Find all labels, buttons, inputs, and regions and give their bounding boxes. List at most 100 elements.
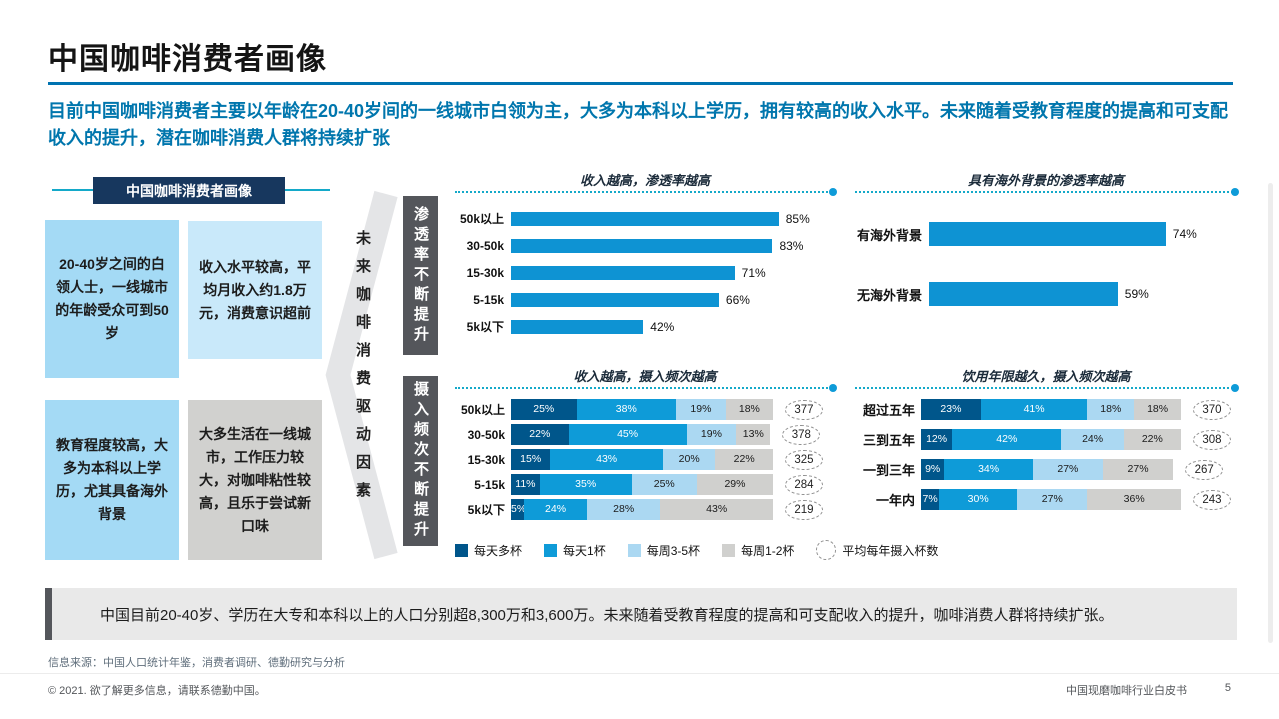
bar-category-label: 5k以下 xyxy=(467,503,505,517)
bar xyxy=(511,292,719,307)
stacked-bar-row: 5-15k 11% 35% 25% 29% 284 xyxy=(455,474,835,495)
bar-category-label: 5k以下 xyxy=(466,320,504,334)
bar-category-label: 30-50k xyxy=(467,427,505,442)
stacked-bar: 9% 34% 27% 27% xyxy=(921,459,1174,480)
bar-segment: 24% xyxy=(1061,429,1124,450)
stacked-bar: 11% 35% 25% 29% xyxy=(511,474,773,495)
bar-segment: 18% xyxy=(725,399,773,420)
bar-segment: 22% xyxy=(511,424,569,445)
document-title: 中国现磨咖啡行业白皮书 xyxy=(1066,685,1187,697)
legend-label: 平均每年摄入杯数 xyxy=(842,543,939,558)
legend-swatch-icon xyxy=(455,543,468,557)
bar-category-label: 5-15k xyxy=(473,292,504,307)
bar-segment: 12% xyxy=(921,429,953,450)
bar-segment: 27% xyxy=(1032,459,1103,480)
bar-segment: 43% xyxy=(550,449,663,470)
bar xyxy=(511,211,779,226)
stacked-bar: 12% 42% 24% 22% xyxy=(921,429,1181,450)
dotted-divider xyxy=(855,384,1239,392)
bar-segment: 34% xyxy=(944,459,1033,480)
bar-category-label: 三到五年 xyxy=(862,433,915,448)
bar-row: 无海外背景 59% xyxy=(855,279,1237,309)
annual-cups-badge: 267 xyxy=(1185,459,1224,480)
bar-segment: 18% xyxy=(1134,399,1181,420)
annual-cups-badge: 243 xyxy=(1192,489,1231,510)
legend-item: 每周3-5杯 xyxy=(627,542,701,559)
bar-segment: 30% xyxy=(939,489,1018,510)
page-title: 中国咖啡消费者画像 xyxy=(48,43,327,76)
stacked-bar: 15% 43% 20% 22% xyxy=(511,449,773,470)
bar-segment: 19% xyxy=(686,424,737,445)
bar xyxy=(929,282,1118,306)
dotted-divider xyxy=(455,384,837,392)
legend-label: 每周1-2杯 xyxy=(741,543,795,558)
bar-chart-rows: 50k以上 85% 30-50k 83% 15-30k 71% 5-15k 66% 5k以下 42… xyxy=(455,205,835,340)
legend-label: 每周3-5杯 xyxy=(646,543,701,558)
stacked-bar: 7% 30% 27% 36% xyxy=(921,489,1181,510)
bar-segment: 15% xyxy=(511,449,551,470)
legend-swatch-icon xyxy=(544,543,558,557)
bar-row: 5k以下 42% xyxy=(455,313,835,340)
copyright-text: © 2021. 欲了解更多信息，请联系德勤中国。 xyxy=(48,685,266,697)
annual-cups-badge: 325 xyxy=(784,449,823,470)
bar-category-label: 15-30k xyxy=(467,452,505,467)
section-label-frequency: 摄入频次不断提升 xyxy=(403,376,438,546)
bar-segment: 25% xyxy=(511,399,577,420)
stacked-bar-row: 一到三年 9% 34% 27% 27% 267 xyxy=(855,459,1237,480)
bar-segment: 42% xyxy=(952,429,1062,450)
bar-category-label: 一年内 xyxy=(875,493,915,508)
stacked-bar-row: 15-30k 15% 43% 20% 22% 325 xyxy=(455,449,835,470)
bar-value-label: 83% xyxy=(779,238,804,253)
consumer-portrait-header: 中国咖啡消费者画像 xyxy=(93,177,285,204)
legend-swatch-icon xyxy=(627,543,641,557)
legend-item: 每周1-2杯 xyxy=(722,542,794,559)
intro-text: 目前中国咖啡消费者主要以年龄在20-40岁间的一线城市白领为主，大多为本科以上学… xyxy=(48,101,1229,148)
annual-cups-badge: 377 xyxy=(784,399,823,420)
bar-category-label: 50k以上 xyxy=(460,403,505,417)
annual-cups-badge: 370 xyxy=(1192,399,1231,420)
chart-title: 饮用年限越久，摄入频次越高 xyxy=(961,369,1131,384)
driver-label: 未来咖啡消费驱动因素 xyxy=(354,230,371,510)
annual-cups-badge: 378 xyxy=(782,424,821,445)
chart-income-penetration: 收入越高，渗透率越高 50k以上 85% 30-50k 83% 15-30k 71% 5-1… xyxy=(455,170,837,340)
legend-item: 平均每年摄入杯数 xyxy=(816,540,938,560)
bar-category-label: 一到三年 xyxy=(862,463,915,478)
bar xyxy=(511,319,644,334)
section-label-penetration: 渗透率不断提升 xyxy=(403,196,438,355)
bar-segment: 11% xyxy=(511,474,540,495)
dotted-divider xyxy=(455,188,837,196)
driver-arrow-icon xyxy=(325,190,398,560)
bar-segment: 13% xyxy=(736,424,771,445)
stacked-bar-row: 三到五年 12% 42% 24% 22% 308 xyxy=(855,429,1237,450)
scrollbar-track[interactable] xyxy=(1268,183,1273,643)
chart-legend: 每天多杯 每天1杯 每周3-5杯 每周1-2杯 平均每年摄入杯数 xyxy=(455,540,938,560)
bar-segment: 19% xyxy=(676,399,726,420)
profile-box-education: 教育程度较高，大多为本科以上学历，尤其具备海外背景 xyxy=(45,400,179,560)
bar-category-label: 无海外背景 xyxy=(856,287,922,303)
bar-segment: 27% xyxy=(1102,459,1174,480)
stacked-chart-rows: 超过五年 23% 41% 18% 18% 370 三到五年 12% 42% 24% 22% 308 一到… xyxy=(855,399,1237,510)
bar-segment: 9% xyxy=(921,459,945,480)
bar-row: 50k以上 85% xyxy=(455,205,835,232)
profile-box-lifestyle: 大多生活在一线城市，工作压力较大，对咖啡粘性较高，且乐于尝试新口味 xyxy=(188,400,322,560)
bar-segment: 22% xyxy=(1123,429,1181,450)
footer-divider xyxy=(0,673,1279,674)
bar-category-label: 5-15k xyxy=(474,477,505,492)
bar-segment: 22% xyxy=(715,449,773,470)
bar-segment: 18% xyxy=(1087,399,1135,420)
stacked-bar-row: 超过五年 23% 41% 18% 18% 370 xyxy=(855,399,1237,420)
chart-income-frequency: 收入越高，摄入频次越高 50k以上 25% 38% 19% 18% 377 30-50k 22… xyxy=(455,366,837,524)
bar-category-label: 有海外背景 xyxy=(856,227,922,243)
bar-value-label: 74% xyxy=(1172,227,1197,241)
bar-segment: 27% xyxy=(1017,489,1088,510)
summary-callout: 中国目前20-40岁、学历在大专和本科以上的人口分别超8,300万和3,600万… xyxy=(45,588,1237,640)
bar-row: 有海外背景 74% xyxy=(855,219,1237,249)
bar-segment: 41% xyxy=(980,399,1088,420)
bar xyxy=(511,265,735,280)
bar-segment: 24% xyxy=(524,499,587,520)
dotted-divider xyxy=(855,188,1239,196)
stacked-bar-row: 50k以上 25% 38% 19% 18% 377 xyxy=(455,399,835,420)
bar-category-label: 50k以上 xyxy=(459,212,504,226)
page-number: 5 xyxy=(1224,682,1231,694)
bar-category-label: 超过五年 xyxy=(862,403,915,418)
